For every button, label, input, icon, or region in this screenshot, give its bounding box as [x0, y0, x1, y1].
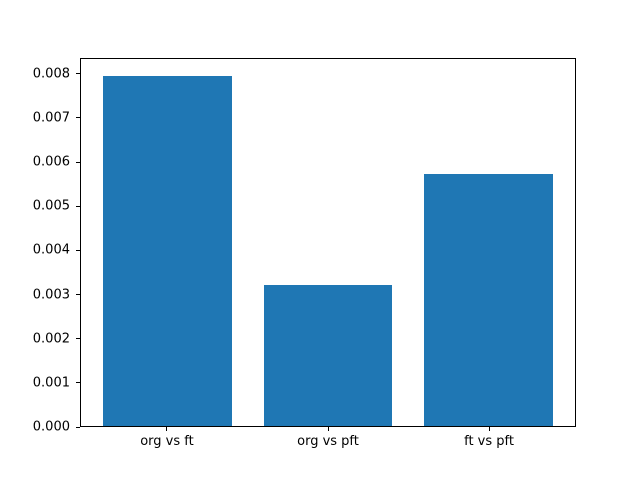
y-tick-mark — [76, 249, 80, 251]
y-tick-label: 0.002 — [32, 331, 70, 347]
y-tick-mark — [76, 73, 80, 75]
bar-org-vs-ft — [103, 76, 232, 426]
y-tick-label: 0.007 — [32, 110, 70, 126]
plot-area — [80, 58, 576, 427]
bar-ft-vs-pft — [424, 174, 553, 426]
bar-org-vs-pft — [263, 284, 393, 426]
y-tick-mark — [76, 382, 80, 384]
y-tick-label: 0.001 — [32, 375, 70, 391]
y-tick-label: 0.008 — [32, 66, 70, 82]
x-tick-mark — [488, 427, 490, 431]
y-tick-mark — [76, 117, 80, 119]
x-tick-mark — [327, 427, 329, 431]
y-tick-label: 0.000 — [32, 419, 70, 435]
y-tick-label: 0.006 — [32, 154, 70, 170]
y-tick-label: 0.004 — [32, 242, 70, 258]
y-tick-mark — [76, 205, 80, 207]
x-tick-label: ft vs pft — [464, 434, 514, 449]
x-tick-label: org vs pft — [297, 434, 359, 449]
y-tick-mark — [76, 294, 80, 296]
y-tick-label: 0.005 — [32, 198, 70, 214]
y-tick-mark — [76, 338, 80, 340]
x-tick-mark — [166, 427, 168, 431]
y-tick-label: 0.003 — [32, 287, 70, 303]
x-tick-label: org vs ft — [140, 434, 194, 449]
y-tick-mark — [76, 161, 80, 163]
y-tick-mark — [76, 426, 80, 428]
